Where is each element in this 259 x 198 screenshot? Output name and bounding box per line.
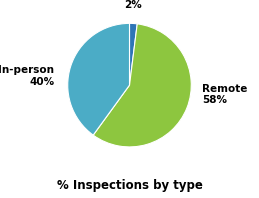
Text: In-person
40%: In-person 40% bbox=[0, 65, 54, 87]
Text: % Inspections by type: % Inspections by type bbox=[56, 179, 203, 192]
Wedge shape bbox=[130, 23, 137, 85]
Wedge shape bbox=[93, 24, 191, 147]
Wedge shape bbox=[68, 23, 130, 135]
Text: Hybrid
2%: Hybrid 2% bbox=[113, 0, 152, 10]
Text: Remote
58%: Remote 58% bbox=[202, 84, 248, 105]
